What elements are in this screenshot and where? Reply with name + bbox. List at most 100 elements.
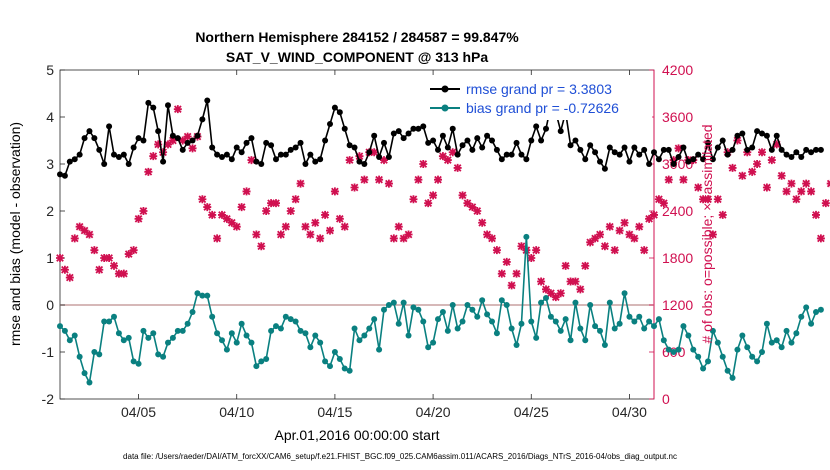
- rmse-point: [336, 109, 343, 116]
- obs-point: [728, 163, 737, 172]
- rmse-point: [405, 130, 412, 137]
- rmse-point: [739, 130, 746, 137]
- rmse-point: [258, 161, 265, 167]
- rmse-point: [61, 172, 68, 179]
- x-axis: 04/05 04/10 04/15 04/20 04/25 04/30: [121, 70, 647, 420]
- rmse-point: [763, 132, 770, 139]
- y-left-tick-label: 4: [46, 109, 54, 125]
- bias-point: [783, 327, 790, 334]
- bias-point: [228, 330, 235, 337]
- obs-point: [659, 199, 668, 208]
- rmse-point: [773, 132, 780, 139]
- bias-point: [351, 325, 358, 332]
- bias-point: [528, 318, 535, 325]
- obs-point: [527, 254, 536, 262]
- rmse-point: [155, 128, 162, 135]
- rmse-point: [331, 104, 338, 111]
- obs-point: [772, 140, 781, 149]
- obs-point: [532, 246, 541, 255]
- bias-point: [165, 339, 171, 346]
- obs-point: [119, 269, 128, 278]
- rmse-point: [813, 146, 819, 153]
- bias-point: [493, 330, 500, 337]
- rmse-point: [238, 149, 245, 156]
- rmse-point: [503, 151, 510, 158]
- obs-point: [105, 254, 114, 262]
- obs-point: [384, 179, 393, 188]
- obs-point: [561, 261, 570, 270]
- rmse-point: [287, 146, 294, 153]
- bias-point: [749, 353, 756, 360]
- bias-point: [567, 337, 574, 344]
- rmse-point: [415, 125, 422, 132]
- bias-point: [744, 344, 751, 351]
- bias-point: [768, 339, 775, 346]
- right-axis: 4200360030002400180012006000: [649, 62, 693, 407]
- bias-point: [803, 304, 810, 311]
- bias-point: [385, 302, 392, 308]
- bias-point: [636, 313, 643, 320]
- x-tick-label: 04/25: [514, 404, 549, 420]
- bias-point: [302, 330, 309, 337]
- obs-point: [497, 269, 506, 278]
- obs-point: [468, 203, 477, 212]
- bias-point: [444, 327, 451, 334]
- rmse-point: [523, 156, 530, 163]
- bias-point: [582, 337, 589, 344]
- rmse-point: [479, 144, 486, 151]
- obs-point: [124, 250, 133, 259]
- rmse-point: [150, 104, 157, 111]
- bias-point: [371, 316, 378, 323]
- obs-point: [95, 265, 104, 274]
- plot-area: [59, 69, 655, 400]
- obs-point: [812, 210, 820, 219]
- bias-point: [459, 318, 466, 325]
- obs-point: [168, 136, 177, 145]
- y-left-tick-label: 1: [46, 250, 54, 266]
- x-tick-label: 04/30: [612, 404, 647, 420]
- bias-point: [415, 306, 422, 313]
- rmse-point: [86, 128, 93, 135]
- rmse-point: [641, 146, 648, 153]
- rmse-point: [592, 149, 599, 156]
- bias-point: [498, 297, 505, 304]
- obs-point: [797, 187, 806, 196]
- bias-point: [484, 311, 491, 318]
- rmse-point: [322, 137, 329, 144]
- rmse-point: [808, 149, 815, 156]
- rmse-point: [111, 151, 117, 158]
- obs-point: [821, 199, 830, 208]
- obs-point: [247, 156, 256, 165]
- bias-point: [106, 318, 113, 325]
- rmse-point: [268, 142, 275, 149]
- obs-point: [414, 175, 423, 184]
- rmse-point: [798, 153, 805, 160]
- obs-point: [748, 167, 757, 176]
- rmse-point: [302, 161, 309, 167]
- rmse-point: [543, 125, 549, 132]
- rmse-point: [464, 137, 471, 144]
- bias-point: [243, 332, 250, 339]
- rmse-point: [513, 139, 520, 146]
- bias-point: [592, 323, 599, 330]
- bias-point: [503, 302, 510, 308]
- y-right-tick-label: 4200: [662, 62, 693, 78]
- bias-point: [135, 360, 142, 367]
- bias-point: [322, 358, 329, 365]
- obs-point: [718, 210, 727, 219]
- obs-point: [507, 281, 516, 290]
- bias-point: [518, 320, 525, 327]
- rmse-point: [115, 153, 122, 160]
- bias-point: [356, 337, 363, 344]
- obs-point: [635, 222, 644, 231]
- bias-point: [341, 365, 348, 372]
- rmse-point: [606, 144, 613, 151]
- bias-point: [111, 313, 117, 320]
- bias-point: [778, 344, 785, 351]
- rmse-point: [420, 123, 427, 130]
- y-right-tick-label: 0: [662, 391, 670, 407]
- rmse-point: [528, 137, 535, 144]
- bias-point: [101, 318, 108, 325]
- obs-point: [213, 234, 222, 243]
- obs-point: [620, 218, 629, 227]
